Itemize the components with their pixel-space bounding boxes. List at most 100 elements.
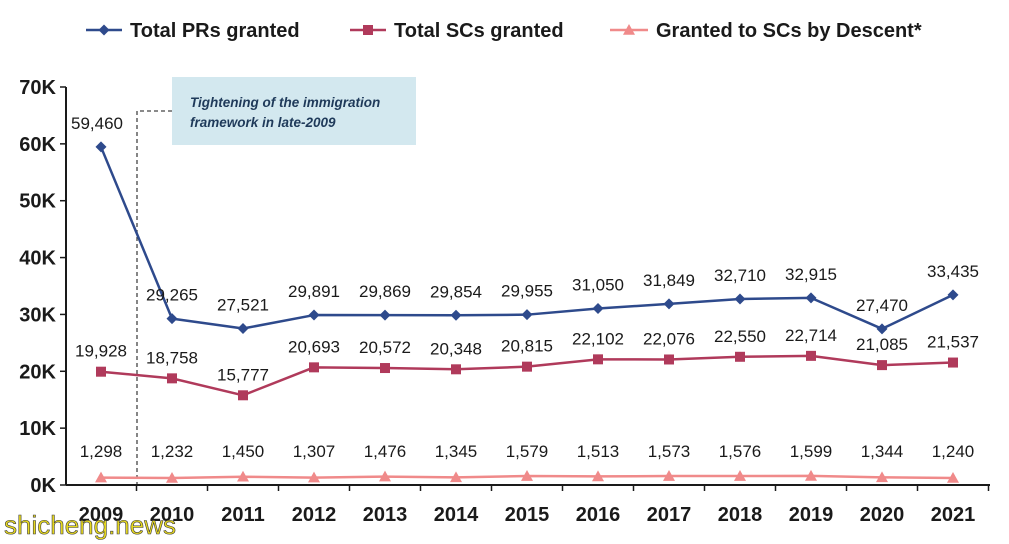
legend: Total PRs granted Total SCs granted Grante… [86,20,922,42]
y-tick-label: 50K [19,191,56,213]
axes: 0K 10K 20K 30K 40K 50K 60K 70K 2009 2010 2011 2012 2… [19,77,990,526]
watermark-text: shicheng.news [4,510,176,540]
data-point [379,470,391,482]
data-label: 18,758 [146,348,198,367]
data-point [238,390,248,401]
data-label: 21,537 [927,333,979,352]
data-label: 22,076 [643,329,695,348]
data-point [95,141,107,153]
x-tick-label: 2011 [221,504,264,526]
data-label: 1,513 [577,442,620,461]
data-label: 1,579 [506,442,549,461]
data-point [379,309,391,321]
data-label: 29,869 [359,282,411,301]
series-3 [95,469,959,483]
legend-label: Total SCs granted [394,20,564,42]
data-label: 1,345 [435,442,478,461]
data-point [876,323,888,335]
data-point [95,471,107,483]
data-label: 22,714 [785,326,837,345]
data-point [663,470,675,481]
x-tick-label: 2013 [363,504,408,526]
y-tick-label: 10K [19,418,56,440]
x-tick-label: 2021 [931,504,976,526]
data-point [166,313,178,325]
data-point [734,293,746,305]
data-point [521,470,533,481]
data-point [309,362,319,373]
x-tick-label: 2009 [79,504,124,526]
data-label: 20,572 [359,338,411,357]
data-point [806,350,816,361]
legend-marker [98,24,110,36]
annotation-text-line-2: framework in late-2009 [190,115,336,130]
data-label: 21,085 [856,335,908,354]
data-label: 20,693 [288,337,340,356]
data-point [167,373,177,384]
series-2 [96,350,958,401]
data-label: 29,854 [430,282,482,301]
data-label: 1,307 [293,442,336,461]
data-label: 20,348 [430,339,482,358]
data-label: 1,298 [80,442,123,461]
x-tick-label: 2012 [292,504,337,526]
x-tick-label: 2017 [647,504,692,526]
y-tick-label: 0K [30,475,56,497]
data-label: 1,450 [222,442,265,461]
x-tick-label: 2015 [505,504,550,526]
annotation-text-line-1: Tightening of the immigration [190,95,380,110]
data-point [237,470,249,482]
data-label: 33,435 [927,262,979,281]
y-tick-label: 70K [19,77,56,99]
legend-marker [623,24,635,35]
legend-marker [363,25,373,35]
annotation: Tightening of the immigration framework … [136,77,416,485]
data-point [380,363,390,374]
legend-item-1: Total PRs granted [86,20,300,42]
data-point [308,309,320,321]
legend-item-3: Granted to SCs by Descent* [610,20,922,42]
data-point [664,354,674,365]
data-point [805,292,817,304]
data-point [592,302,604,314]
x-tick-label: 2010 [150,504,195,526]
data-point [735,351,745,362]
data-label: 27,470 [856,296,908,315]
data-label: 29,265 [146,286,198,305]
data-point [592,470,604,482]
data-label: 15,777 [217,365,269,384]
data-label: 27,521 [217,296,269,315]
data-point [734,470,746,481]
data-point [948,357,958,368]
x-tick-label: 2019 [789,504,834,526]
x-tick-label: 2016 [576,504,621,526]
data-labels-layer: 59,460 29,265 27,521 29,891 29,869 29,854 29,9… [71,114,979,461]
data-point [593,354,603,365]
legend-item-2: Total SCs granted [350,20,564,42]
data-point [451,364,461,375]
data-point [947,471,959,483]
data-label: 1,576 [719,442,762,461]
data-label: 1,476 [364,442,407,461]
x-tick-label: 2018 [718,504,763,526]
data-point [166,471,178,483]
annotation-dashed-leader [136,110,172,485]
legend-label: Total PRs granted [130,20,300,42]
data-label: 20,815 [501,337,553,356]
data-label: 1,240 [932,442,975,461]
data-label: 31,050 [572,275,624,294]
data-point [522,361,532,372]
data-label: 1,573 [648,442,691,461]
data-point [450,471,462,483]
data-label: 1,599 [790,442,833,461]
data-label: 1,344 [861,442,904,461]
annotation-box [172,77,416,145]
data-point [237,323,249,335]
data-point [308,471,320,483]
series-layer [95,141,959,483]
data-label: 32,915 [785,265,837,284]
data-point [805,469,817,481]
data-point [450,309,462,321]
data-point [876,471,888,483]
